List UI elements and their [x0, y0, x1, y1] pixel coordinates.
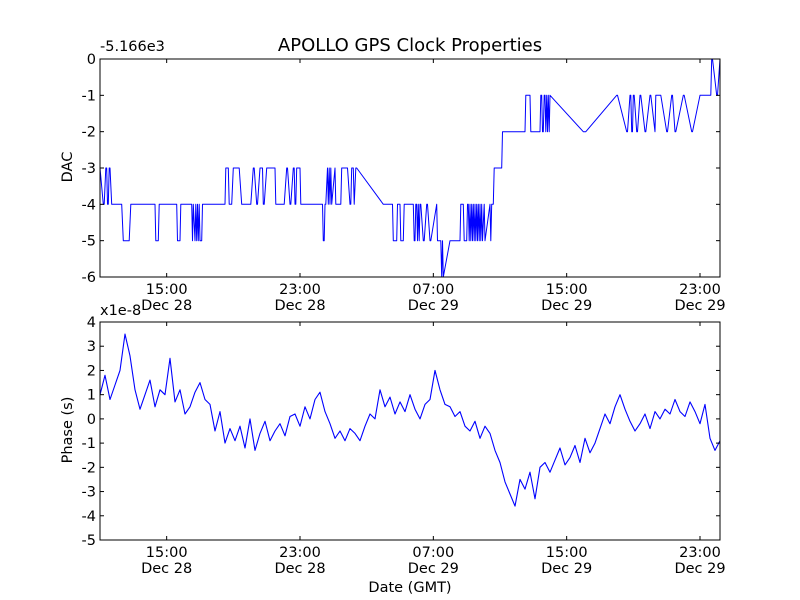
- phase-y-tick-label: -5: [82, 533, 96, 549]
- dac-x-tick-time: 15:00: [546, 282, 588, 298]
- phase-y-tick-label: 0: [87, 412, 96, 428]
- dac-x-tick-date: Dec 29: [541, 298, 592, 314]
- chart-title: APOLLO GPS Clock Properties: [278, 35, 542, 56]
- phase-y-axis-label: Phase (s): [60, 397, 76, 464]
- dac-offset-label: -5.166e3: [100, 39, 165, 55]
- phase-y-tick-label: -2: [82, 460, 96, 476]
- phase-panel: x1e-8 Phase (s) 43210-1-2-3-4-515:00Dec …: [60, 303, 726, 577]
- phase-y-tick-label: 4: [87, 315, 96, 331]
- dac-x-tick-date: Dec 28: [274, 298, 325, 314]
- dac-y-tick-label: -3: [82, 161, 96, 177]
- dac-y-tick-label: -4: [82, 197, 96, 213]
- dac-y-tick-label: -5: [82, 234, 96, 250]
- dac-series-line-0: [99, 58, 721, 278]
- phase-y-tick-label: 3: [87, 339, 96, 355]
- dac-y-axis-label: DAC: [60, 152, 76, 183]
- dac-y-tick-label: -2: [82, 125, 96, 141]
- phase-y-tick-label: -1: [82, 436, 96, 452]
- phase-y-tick-label: -4: [82, 509, 96, 525]
- dac-x-tick-time: 07:00: [412, 282, 454, 298]
- phase-axes-frame: [99, 321, 721, 541]
- phase-y-tick-label: -3: [82, 485, 96, 501]
- dac-x-tick-time: 23:00: [279, 282, 321, 298]
- dac-y-tick-label: -6: [82, 270, 96, 286]
- dac-axes-frame: [99, 58, 721, 278]
- dac-x-tick-date: Dec 29: [674, 298, 725, 314]
- phase-x-tick-date: Dec 29: [674, 561, 725, 577]
- dac-y-tick-label: -1: [82, 88, 96, 104]
- phase-x-tick-date: Dec 29: [408, 561, 459, 577]
- phase-x-tick-time: 23:00: [679, 545, 721, 561]
- dac-x-tick-date: Dec 28: [141, 298, 192, 314]
- phase-x-tick-time: 07:00: [412, 545, 454, 561]
- dac-y-tick-label: 0: [87, 52, 96, 68]
- phase-x-tick-time: 15:00: [546, 545, 588, 561]
- phase-x-tick-date: Dec 29: [541, 561, 592, 577]
- phase-offset-label: x1e-8: [100, 303, 141, 319]
- phase-x-tick-date: Dec 28: [141, 561, 192, 577]
- dac-x-tick-date: Dec 29: [408, 298, 459, 314]
- dac-x-tick-time: 23:00: [679, 282, 721, 298]
- phase-x-tick-time: 23:00: [279, 545, 321, 561]
- phase-y-tick-label: 1: [87, 388, 96, 404]
- phase-x-tick-time: 15:00: [146, 545, 188, 561]
- phase-series-line-0: [99, 333, 721, 507]
- phase-x-tick-date: Dec 28: [274, 561, 325, 577]
- x-axis-label: Date (GMT): [368, 580, 451, 596]
- dac-x-tick-time: 15:00: [146, 282, 188, 298]
- phase-y-tick-label: 2: [87, 363, 96, 379]
